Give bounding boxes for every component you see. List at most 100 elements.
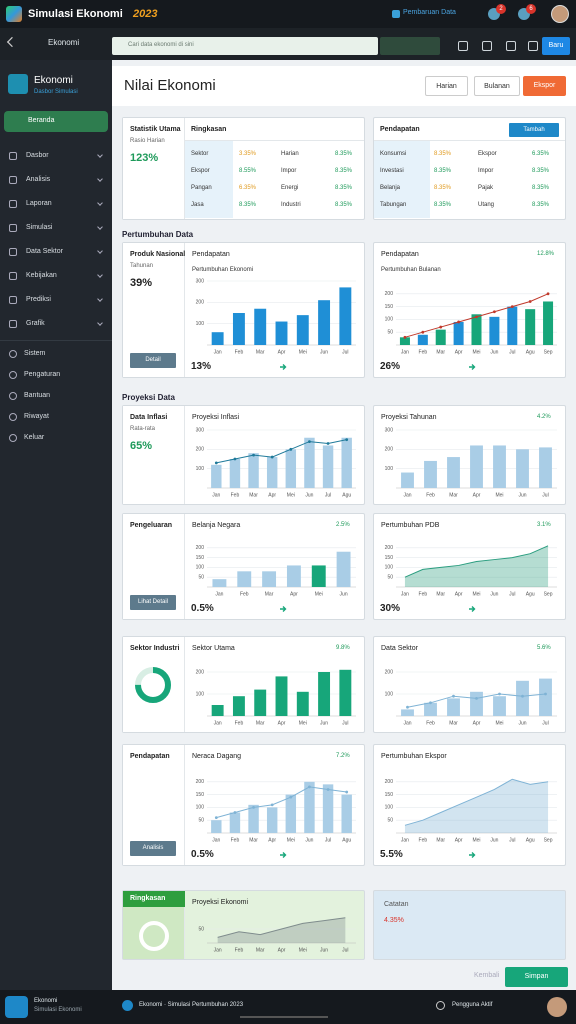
side-title: Statistik Utama — [130, 126, 181, 133]
card-value: 4.35% — [384, 917, 404, 924]
x-tick-label: Jan — [401, 591, 409, 597]
side-button[interactable]: Lihat Detail — [130, 595, 176, 610]
save-button[interactable]: Simpan — [505, 967, 568, 987]
x-tick-label: Jan — [215, 591, 223, 597]
x-tick-label: Feb — [231, 837, 240, 843]
trend-point — [308, 785, 311, 789]
nav-item[interactable]: Prediksi — [26, 296, 51, 303]
table-cell: Impor — [478, 168, 494, 174]
card-badge: 9.8% — [336, 645, 350, 651]
nav-icon — [9, 248, 17, 256]
nav-icon — [9, 200, 17, 208]
card: Produk Nasional Tahunan 39% Detail Pendapata… — [122, 242, 365, 378]
card-title: Proyeksi Tahunan — [381, 414, 437, 421]
trend-point — [326, 442, 330, 445]
search-box[interactable] — [112, 37, 378, 55]
side-button[interactable]: Analisis — [130, 841, 176, 856]
x-tick-label: Mar — [436, 349, 445, 355]
nav-item[interactable]: Laporan — [26, 200, 52, 207]
card: Pertumbuhan Ekspor 50 100 150 200 Jan Feb Mar Ap… — [373, 744, 566, 866]
new-button[interactable]: Baru — [542, 37, 570, 55]
nav-item[interactable]: Keluar — [24, 434, 45, 441]
nav-item[interactable]: Data Sektor — [26, 248, 63, 255]
bar — [435, 329, 446, 345]
y-tick-label: 300 — [196, 427, 205, 433]
table-cell: 8.35% — [532, 168, 550, 174]
x-tick-label: Feb — [426, 720, 435, 726]
arrow-shape — [280, 606, 287, 612]
tool-icon[interactable] — [528, 41, 538, 51]
x-tick-label: Jan — [401, 349, 409, 355]
x-tick-label: Sep — [544, 591, 553, 597]
arrow-shape — [469, 852, 476, 858]
nav-item[interactable]: Riwayat — [24, 413, 49, 420]
trend-point — [429, 701, 432, 705]
x-tick-label: Mei — [315, 591, 323, 597]
brand-name: Ekonomi — [34, 75, 73, 86]
nav-item[interactable]: Grafik — [26, 320, 45, 327]
bar — [275, 676, 288, 716]
now-playing: Ekonomi · Simulasi Pertumbuhan 2023 — [139, 1002, 244, 1008]
trend-point — [475, 697, 478, 700]
x-tick-label: Jan — [214, 349, 222, 355]
card-button[interactable]: Tambah — [509, 123, 559, 137]
app-logo — [6, 6, 22, 22]
bar — [341, 794, 352, 833]
x-tick-label: Mei — [299, 349, 307, 355]
side-graphic — [139, 921, 169, 951]
header-button[interactable]: Harian — [425, 76, 468, 96]
tool-icon[interactable] — [458, 41, 468, 51]
trend-point — [498, 692, 501, 696]
table-cell: 8.35% — [335, 202, 353, 208]
side-button[interactable]: Detail — [130, 353, 176, 368]
bar — [322, 784, 334, 833]
bar — [401, 709, 414, 716]
nav-item[interactable]: Dasbor — [26, 152, 49, 159]
tool-icon[interactable] — [506, 41, 516, 51]
x-tick-label: Jul — [509, 591, 515, 597]
x-tick-label: Jun — [305, 837, 313, 843]
y-tick-label: 200 — [385, 669, 394, 675]
x-tick-label: Mar — [256, 947, 265, 953]
bar — [285, 449, 297, 488]
back-button[interactable] — [6, 36, 18, 48]
x-tick-label: Jan — [403, 492, 411, 498]
taskbar-avatar[interactable] — [547, 997, 567, 1017]
y-tick-label: 150 — [385, 792, 394, 798]
table-cell: Sektor — [191, 151, 209, 157]
y-tick-label: 100 — [385, 466, 394, 472]
bar — [254, 308, 267, 345]
trend-line — [216, 439, 347, 464]
nav-icon — [9, 176, 17, 184]
back-link[interactable]: Kembali — [474, 972, 500, 979]
x-tick-label: Jun — [490, 591, 498, 597]
search-button[interactable] — [380, 37, 440, 55]
taskbar-app-icon[interactable] — [5, 996, 28, 1018]
nav-item[interactable]: Sistem — [24, 350, 46, 357]
nav-item[interactable]: Analisis — [26, 176, 51, 183]
nav-chevron — [97, 152, 103, 158]
table-cell: Tabungan — [380, 202, 407, 208]
active-nav[interactable] — [4, 111, 108, 132]
bar — [211, 464, 222, 488]
user-avatar[interactable] — [551, 5, 569, 23]
nav-item[interactable]: Bantuan — [24, 392, 51, 399]
taskbar-icon[interactable] — [436, 1001, 445, 1010]
nav-item[interactable]: Simulasi — [26, 224, 53, 231]
page-title: Nilai Ekonomi — [124, 77, 216, 94]
header-button[interactable]: Ekspor — [523, 76, 566, 96]
play-button[interactable] — [122, 1000, 133, 1011]
y-tick-label: 200 — [385, 447, 394, 453]
card-side: Pengeluaran Lihat Detail — [123, 514, 185, 619]
trend-point — [289, 447, 293, 451]
nav-item[interactable]: Pengaturan — [24, 371, 61, 378]
notification-badge: 6 — [526, 4, 536, 14]
table-cell: 8.35% — [434, 185, 452, 191]
side-sub: Rasio Harian — [130, 138, 165, 144]
header-button[interactable]: Bulanan — [474, 76, 520, 96]
nav-item[interactable]: Kebijakan — [26, 272, 57, 279]
tool-icon[interactable] — [482, 41, 492, 51]
card-foot-value: 13% — [191, 361, 212, 372]
trend-point — [406, 705, 409, 709]
x-tick-label: Feb — [240, 591, 249, 597]
